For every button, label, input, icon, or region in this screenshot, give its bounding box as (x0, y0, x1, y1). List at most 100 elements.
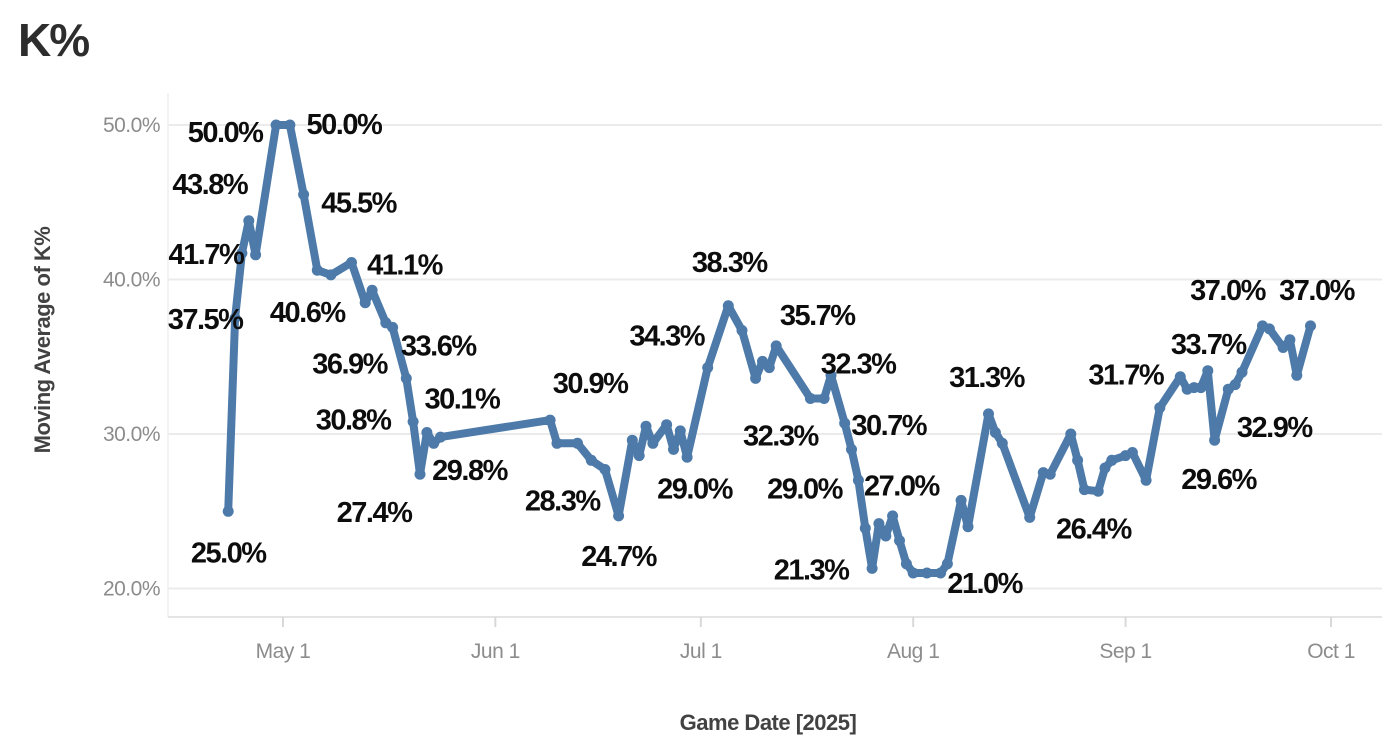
data-point[interactable] (983, 408, 994, 420)
data-point-label: 30.8% (316, 405, 392, 437)
data-point[interactable] (1072, 454, 1084, 466)
data-point[interactable] (284, 119, 296, 131)
data-point[interactable] (270, 119, 282, 131)
data-point[interactable] (674, 425, 686, 437)
data-point[interactable] (325, 269, 337, 281)
data-point[interactable] (825, 369, 837, 381)
data-point[interactable] (222, 505, 234, 517)
data-point[interactable] (804, 393, 816, 404)
data-point[interactable] (921, 567, 933, 579)
data-point[interactable] (770, 340, 782, 352)
data-point[interactable] (1092, 485, 1104, 497)
data-point[interactable] (1078, 484, 1090, 496)
data-point[interactable] (387, 321, 399, 333)
data-point[interactable] (544, 414, 556, 426)
data-point[interactable] (311, 264, 323, 276)
data-point[interactable] (633, 450, 645, 462)
data-point-label: 36.9% (312, 348, 388, 380)
data-point[interactable] (1202, 365, 1214, 377)
data-point-label: 26.4% (1056, 514, 1132, 546)
data-point[interactable] (894, 535, 905, 547)
data-point[interactable] (880, 530, 892, 542)
data-point-label: 38.3% (692, 247, 768, 279)
data-point[interactable] (346, 257, 357, 268)
data-point[interactable] (250, 249, 262, 261)
data-point[interactable] (887, 510, 899, 522)
data-point[interactable] (839, 417, 851, 429)
data-point-label: 32.9% (1237, 412, 1313, 444)
data-point[interactable] (681, 451, 693, 463)
data-point[interactable] (866, 562, 878, 574)
data-point[interactable] (229, 312, 241, 324)
data-point[interactable] (873, 518, 885, 530)
data-point[interactable] (366, 284, 378, 296)
data-point[interactable] (955, 494, 967, 506)
data-point[interactable] (435, 431, 446, 443)
data-point[interactable] (414, 468, 426, 480)
data-point[interactable] (763, 362, 775, 374)
data-point-label: 31.7% (1088, 360, 1164, 392)
data-point-label: 32.3% (743, 421, 819, 453)
y-tick-label: 40.0% (103, 269, 160, 292)
data-point[interactable] (1126, 447, 1138, 458)
data-point[interactable] (1140, 474, 1152, 486)
data-point[interactable] (996, 437, 1008, 449)
x-axis-title: Game Date [2025] (680, 710, 857, 735)
data-point-label: 40.6% (270, 297, 346, 329)
data-point[interactable] (989, 427, 1001, 438)
data-point[interactable] (962, 521, 974, 533)
data-point-label: 21.0% (947, 568, 1023, 600)
data-point[interactable] (400, 372, 412, 384)
data-point[interactable] (852, 474, 864, 486)
data-point[interactable] (1305, 320, 1316, 332)
data-point[interactable] (907, 567, 919, 579)
data-point[interactable] (1236, 366, 1248, 378)
data-point[interactable] (1024, 511, 1036, 523)
data-point[interactable] (359, 297, 371, 309)
data-point[interactable] (407, 416, 419, 428)
data-point[interactable] (626, 434, 638, 446)
data-point[interactable] (846, 443, 857, 455)
data-point[interactable] (941, 558, 953, 570)
data-point[interactable] (585, 454, 597, 466)
data-point-label: 43.8% (172, 169, 248, 201)
data-point[interactable] (859, 522, 871, 534)
data-point[interactable] (702, 362, 714, 374)
data-point[interactable] (298, 189, 310, 200)
data-point[interactable] (1154, 402, 1166, 414)
data-point[interactable] (1263, 323, 1275, 335)
data-point[interactable] (1277, 342, 1289, 353)
data-point[interactable] (421, 427, 433, 438)
data-point[interactable] (640, 420, 652, 432)
data-point[interactable] (599, 464, 611, 475)
data-point[interactable] (236, 247, 248, 259)
data-point[interactable] (668, 443, 679, 455)
data-point[interactable] (1065, 428, 1077, 440)
data-point[interactable] (572, 437, 583, 449)
data-point[interactable] (661, 419, 673, 431)
data-point[interactable] (1284, 334, 1296, 346)
data-point[interactable] (750, 372, 762, 384)
data-point[interactable] (551, 437, 563, 449)
data-point[interactable] (900, 558, 912, 570)
data-point[interactable] (935, 567, 947, 579)
data-point[interactable] (1174, 371, 1186, 383)
data-point[interactable] (1106, 454, 1118, 466)
data-point-label: 50.0% (188, 117, 264, 149)
data-point[interactable] (1229, 379, 1241, 391)
data-point[interactable] (1044, 468, 1056, 480)
data-point[interactable] (647, 437, 659, 449)
data-point[interactable] (1099, 462, 1111, 474)
data-point[interactable] (1195, 382, 1207, 394)
data-point[interactable] (722, 300, 734, 312)
data-point[interactable] (736, 325, 748, 336)
data-point[interactable] (613, 510, 625, 522)
data-point[interactable] (243, 215, 255, 227)
data-point[interactable] (1209, 434, 1221, 446)
data-point-label: 24.7% (581, 541, 657, 573)
data-point[interactable] (1291, 369, 1303, 381)
data-point-label: 33.6% (401, 330, 477, 362)
data-point-label: 35.7% (780, 300, 856, 332)
data-point[interactable] (818, 393, 830, 404)
